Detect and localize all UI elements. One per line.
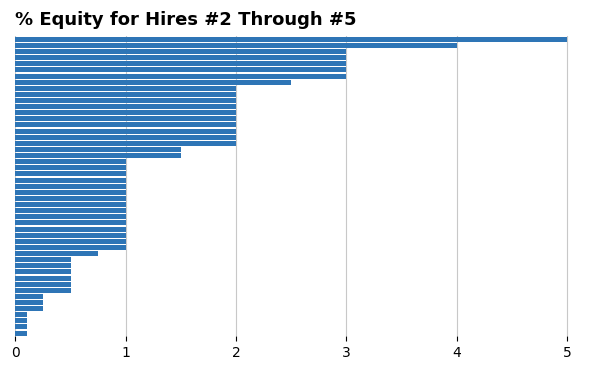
Bar [16,220,126,226]
Bar [16,68,346,72]
Bar [16,294,43,299]
Bar [16,171,126,177]
Bar [16,110,236,115]
Bar [16,92,236,97]
Bar [16,61,346,66]
Bar [16,184,126,189]
Bar [16,73,346,79]
Bar [16,122,236,128]
Bar [16,135,236,140]
Bar [16,276,71,280]
Bar [16,37,567,42]
Bar [16,239,126,244]
Bar [16,49,346,54]
Bar [16,227,126,232]
Bar [16,159,126,164]
Bar [16,202,126,207]
Bar [16,86,236,91]
Bar [16,190,126,195]
Text: % Equity for Hires #2 Through #5: % Equity for Hires #2 Through #5 [16,11,357,29]
Bar [16,214,126,219]
Bar [16,43,457,48]
Bar [16,141,236,146]
Bar [16,325,26,329]
Bar [16,331,26,336]
Bar [16,306,43,311]
Bar [16,288,71,293]
Bar [16,282,71,287]
Bar [16,257,71,262]
Bar [16,245,126,250]
Bar [16,208,126,213]
Bar [16,312,26,317]
Bar [16,263,71,268]
Bar [16,55,346,60]
Bar [16,98,236,103]
Bar [16,165,126,170]
Bar [16,318,26,324]
Bar [16,104,236,109]
Bar [16,116,236,121]
Bar [16,300,43,305]
Bar [16,196,126,201]
Bar [16,80,291,85]
Bar [16,251,98,256]
Bar [16,178,126,183]
Bar [16,129,236,134]
Bar [16,233,126,238]
Bar [16,153,181,158]
Bar [16,147,181,152]
Bar [16,269,71,275]
